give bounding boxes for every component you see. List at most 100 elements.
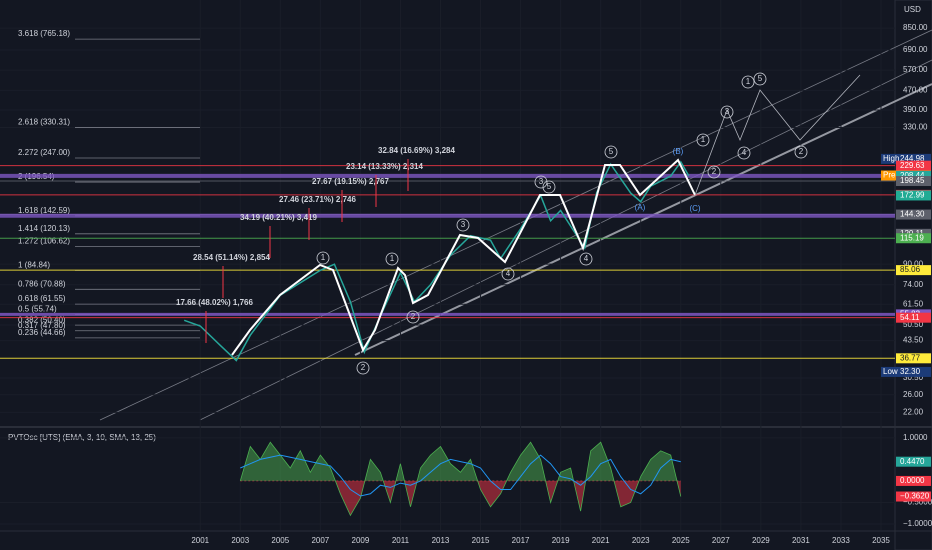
tag-box [881,153,896,164]
price-tag: High [883,154,899,163]
y-tick-label: 26.00 [903,390,924,399]
wave-label: (A) [635,203,646,212]
wave-circle [356,361,370,375]
measure-label: 32.84 (16.69%) 3,284 [378,146,455,155]
wave-label: 2 [411,312,416,321]
wave-label: 5 [758,74,763,83]
wave-label: 4 [742,148,747,157]
wave-label: 1 [390,254,395,263]
currency: USD [904,5,921,14]
measure-label: 34.19 (40.21%) 3,419 [240,213,317,222]
fib-label: 1.618 (142.59) [18,206,70,215]
measure-label: 27.67 (19.15%) 2,767 [312,177,389,186]
price-box [896,176,931,187]
tag-box [881,366,896,377]
y-tick-label: 570.00 [903,65,928,74]
x-tick-label: 2021 [592,536,610,545]
osc-marker-label: 0.4470 [900,457,925,466]
wave-circle [741,75,755,89]
price-label: 229.63 [900,161,925,170]
wave-circle [794,145,808,159]
wave-circle [737,146,751,160]
osc-line [239,441,682,517]
price-tag: Pre [883,171,896,180]
wave-circle [501,267,515,281]
fib-label: 1.272 (106.62) [18,236,70,245]
osc-tick-label: −1.0000 [903,519,932,528]
x-tick-label: 2007 [311,536,329,545]
wave-label: 1 [321,253,326,262]
wave-label: 3 [539,177,544,186]
wave-projection [694,74,861,196]
price-box [896,312,931,323]
x-tick-label: 2035 [872,536,890,545]
fib-label: 0.236 (44.66) [18,328,66,337]
y-tick-label: 43.50 [903,336,924,345]
price-label: 36.77 [900,353,921,362]
wave-circle [385,252,399,266]
y-tick-label: 74.00 [903,280,924,289]
wave-label: 3 [725,107,730,116]
wave-label: 1 [746,77,751,86]
x-tick-label: 2019 [552,536,570,545]
osc-marker-label: 0.0000 [900,476,925,485]
x-tick-label: 2009 [352,536,370,545]
price-box [896,209,931,220]
wave-label: (C) [689,204,700,213]
x-tick-label: 2011 [392,536,410,545]
y-tick-label: 470.00 [903,85,928,94]
measure-label: 27.46 (23.71%) 2,746 [279,195,356,204]
osc-marker-box [896,491,931,502]
wave-circle [534,175,548,189]
wave-circle [456,218,470,232]
y-tick-label: 690.00 [903,45,928,54]
osc-marker-box [896,475,931,486]
fib-label: 0.786 (70.88) [18,279,66,288]
x-tick-label: 2027 [712,536,730,545]
wave-circle [542,180,556,194]
y-tick-label: 30.50 [903,373,924,382]
osc-tick-label: −0.5000 [903,498,932,507]
wave-circle [604,145,618,159]
y-tick-label: 90.00 [903,259,924,268]
price-label: 208.44 [900,171,925,180]
x-tick-label: 2029 [752,536,770,545]
osc-marker-label: −0.3620 [900,492,930,501]
wave-label: 5 [547,182,552,191]
wave-circle [579,252,593,266]
fib-label: 2.618 (330.31) [18,118,70,127]
wave-circle [696,133,710,147]
wave-label: 1 [701,135,706,144]
fib-label: 1.414 (120.13) [18,224,70,233]
measure-label: 23.14 (13.33%) 2,314 [346,162,423,171]
price-label: 244.98 [900,154,925,163]
price-label: 54.11 [900,313,920,322]
wave-label: 2 [799,147,804,156]
price-label: 144.30 [900,210,925,219]
wave-label: 4 [506,269,511,278]
x-tick-label: 2003 [231,536,249,545]
fib-label: 3.618 (765.18) [18,29,70,38]
fib-label: 0.317 (47.80) [18,321,66,330]
wave-label: 2 [712,167,717,176]
wave-path [231,158,696,356]
x-tick-label: 2017 [512,536,530,545]
wave-circle [316,251,330,265]
price-label: 32.30 [900,367,921,376]
osc-marker-box [896,456,931,467]
wave-label: 2 [361,363,366,372]
signal-line [240,454,681,497]
y-tick-label: 390.00 [903,105,928,114]
x-tick-label: 2023 [632,536,650,545]
y-tick-label: 50.50 [903,320,924,329]
x-tick-label: 2001 [191,536,209,545]
x-tick-label: 2005 [271,536,289,545]
price-label: 85.06 [900,265,921,274]
osc-area [240,442,681,516]
y-tick-label: 22.00 [903,407,924,416]
price-box [896,366,931,377]
wave-label: (B) [673,147,684,156]
price-tag: Low [883,367,898,376]
